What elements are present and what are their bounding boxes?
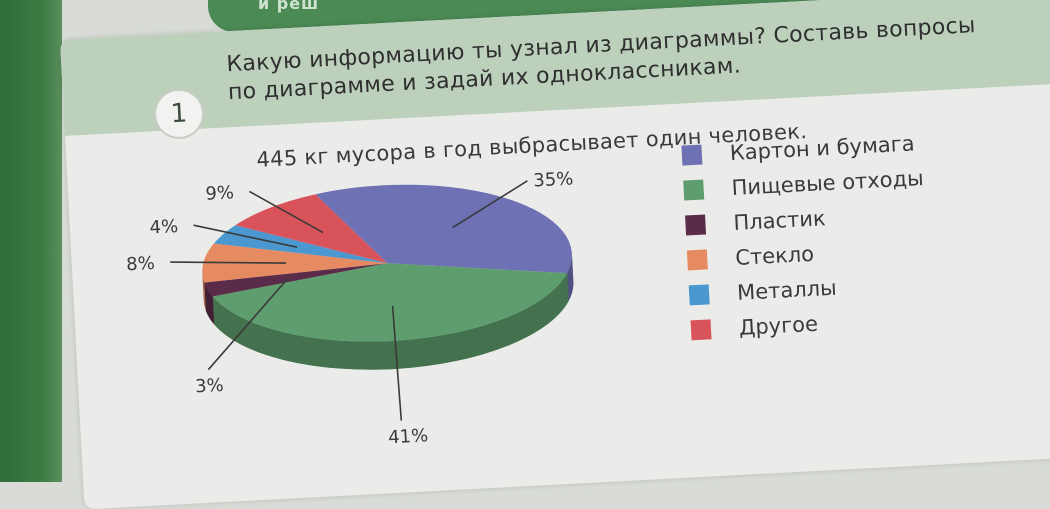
leader-line-5: [248, 190, 324, 234]
pie-value-label-5: 9%: [205, 182, 235, 204]
pie-value-label-4: 4%: [149, 216, 179, 238]
pie-slice-4: [213, 225, 388, 264]
pie-chart: 35% 41% 3% 8% 4% 9%: [126, 168, 574, 448]
legend-swatch-3: [686, 248, 708, 270]
legend-swatch-5: [690, 318, 712, 340]
pie-slice-3: [202, 243, 388, 283]
leader-line-1: [391, 305, 403, 421]
legend-label-1: Пищевые отходы: [731, 165, 925, 200]
leader-line-0: [452, 180, 528, 229]
legend-swatch-0: [681, 144, 703, 166]
pie-layer: [202, 184, 574, 370]
pie-value-label-2: 3%: [195, 375, 225, 397]
legend-label-2: Пластик: [732, 205, 827, 235]
pie-side-0: [567, 253, 574, 302]
pie-side-3: [202, 272, 206, 311]
pie-slice-2: [204, 263, 388, 297]
legend-swatch-4: [688, 283, 710, 305]
legend-label-5: Другое: [738, 311, 819, 340]
legend-swatch-1: [683, 179, 705, 201]
leader-line-4: [193, 224, 298, 248]
chart-legend: Картон и бумага Пищевые отходы Пластик Стек…: [681, 122, 992, 347]
leader-line-3: [170, 261, 287, 264]
pie-side-2: [204, 282, 215, 325]
pie-value-label-0: 35%: [533, 168, 574, 191]
pie-value-label-3: 8%: [126, 253, 156, 275]
pie-slice-0: [315, 184, 572, 274]
task-card: 1 Какую информацию ты узнал из диаграммы…: [60, 0, 1050, 509]
legend-label-0: Картон и бумага: [729, 130, 916, 165]
section-tab-text: и реш: [258, 0, 320, 13]
pie-side-1: [212, 273, 569, 370]
leader-line-2: [207, 277, 290, 371]
pie-label-layer: 35% 41% 3% 8% 4% 9%: [126, 168, 574, 448]
pie-slice-1: [212, 263, 568, 342]
pie-slice-5: [235, 194, 388, 264]
pie-value-label-1: 41%: [388, 425, 429, 448]
legend-swatch-2: [685, 213, 707, 236]
book-edge-bar: [0, 0, 62, 482]
legend-label-4: Металлы: [736, 275, 838, 305]
legend-label-3: Стекло: [734, 241, 815, 270]
